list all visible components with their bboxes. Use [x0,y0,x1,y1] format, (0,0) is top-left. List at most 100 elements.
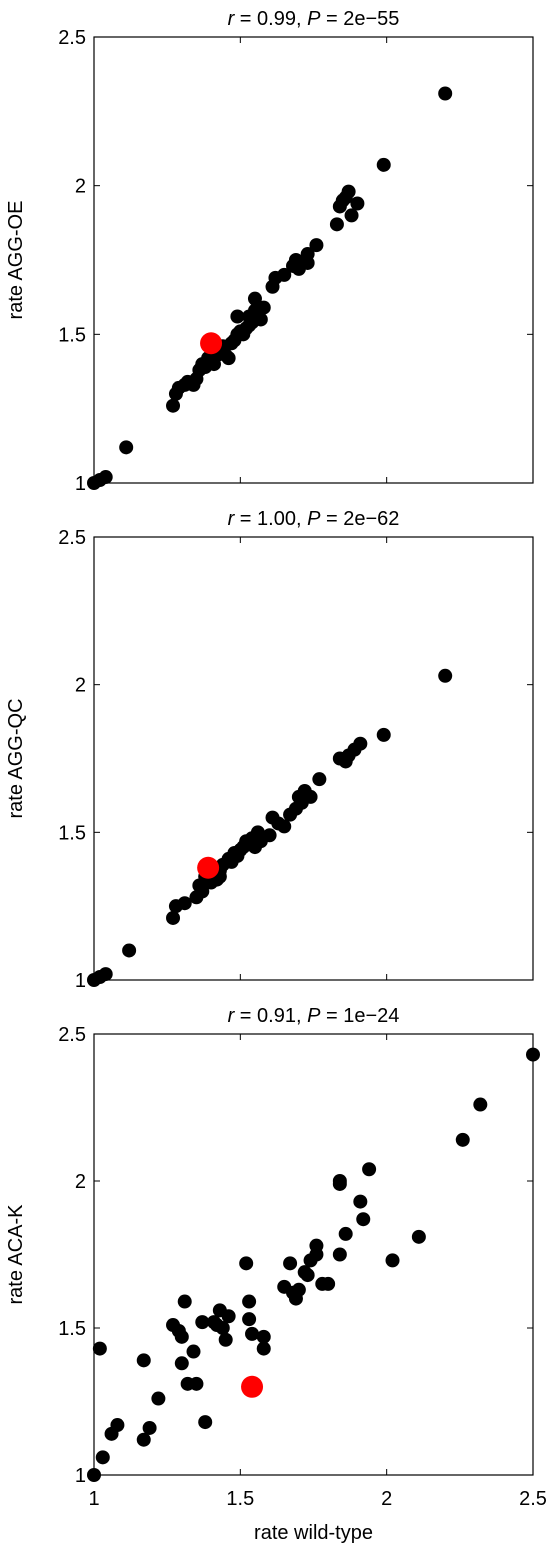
data-point [166,910,181,925]
data-point [309,1238,324,1253]
data-point [411,1229,426,1244]
data-point [300,247,315,262]
data-point [174,1356,189,1371]
scatter-panel-2: 1 1.5 2 2.5 r = 1.00, P = 2e−62 rate AGG-QC [5,508,534,992]
y-tick-label: 1 [75,1465,86,1487]
data-point [195,884,210,899]
highlight-point [197,856,220,879]
y-tick-label: 2 [75,675,86,697]
data-point [253,312,268,327]
plot-frame [93,536,534,981]
data-point [341,184,356,199]
data-point [242,309,257,324]
data-point [92,1341,107,1356]
y-tick-label: 1.5 [58,822,86,844]
data-point [350,196,365,211]
data-point [376,727,391,742]
data-point [329,217,344,232]
data-point [277,819,292,834]
data-point [473,1097,488,1112]
y-tick-label: 1.5 [58,324,86,346]
y-tick-label: 1 [75,970,86,992]
data-point [262,828,277,843]
data-point [215,1321,230,1335]
data-point [218,1332,233,1347]
data-point [142,1420,157,1435]
x-tick-label: 2 [381,1488,392,1510]
data-point [177,896,192,911]
data-point [136,1353,151,1368]
panel-title: r = 0.99, P = 2e−55 [228,8,400,30]
data-point [353,736,368,751]
data-point [174,1329,189,1344]
y-axis-label: rate ACA-K [5,1204,27,1305]
data-point [221,351,236,366]
y-axis-label: rate AGG-QC [5,698,27,818]
data-point [344,208,359,223]
data-point [166,398,181,413]
data-point [95,1450,110,1465]
x-axis-label: rate wild-type [254,1522,373,1544]
data-point [312,772,327,787]
data-point [177,1294,192,1309]
data-point [438,668,453,683]
data-point [256,1329,271,1344]
highlight-point [200,332,223,355]
data-point [291,1282,306,1297]
data-point [87,1468,101,1482]
y-axis-label: rate AGG-OE [5,201,27,320]
data-point [283,1256,298,1271]
data-point [332,1176,347,1191]
data-point [242,1312,257,1327]
data-point [98,470,113,485]
data-point [189,1376,204,1391]
plot-frame [93,1033,534,1476]
data-point [321,1276,336,1291]
data-point [309,238,324,253]
y-tick-label: 2 [75,1171,86,1193]
y-tick-label: 1 [75,473,86,495]
data-point [277,267,292,282]
data-point [198,1415,213,1430]
panel-title: r = 0.91, P = 1e−24 [228,1005,400,1027]
y-tick-label: 2 [75,176,86,198]
data-point [362,1162,377,1177]
plot-frame [93,36,534,484]
data-point [376,157,391,172]
data-point [186,1344,201,1359]
data-point [256,300,271,315]
data-point [332,1247,347,1262]
data-point [256,1341,271,1356]
data-point [230,309,245,324]
data-point [239,1256,254,1271]
data-point [245,1326,260,1341]
data-point [303,789,318,804]
data-point [300,1268,315,1283]
y-tick-label: 2.5 [58,27,86,49]
data-point [438,86,453,101]
data-point [385,1253,400,1268]
x-tick-label: 2.5 [519,1488,547,1510]
data-point [455,1132,470,1147]
x-tick-label: 1 [88,1488,99,1510]
data-point [242,1294,257,1309]
data-point [221,1309,236,1324]
data-point [119,440,134,455]
panel-title: r = 1.00, P = 2e−62 [228,508,400,530]
data-point [247,291,262,306]
scatter-panel-3: 1 1.5 2 2.5 1 1.5 2 2.5 r = 0.91, P = 1e−24 rate … [5,1005,547,1544]
scatter-panel-1: 1 1.5 2 2.5 r = 0.99, P = 2e−55 rate AGG-OE [5,8,534,495]
data-point [110,1418,125,1433]
y-tick-label: 1.5 [58,1318,86,1340]
data-point [195,1315,210,1330]
highlight-point [241,1375,264,1398]
data-point [353,1194,368,1209]
data-point [136,1432,151,1447]
data-point [98,967,113,982]
data-point [526,1047,540,1062]
data-point [356,1212,371,1227]
data-point [338,1226,353,1241]
y-tick-label: 2.5 [58,1024,86,1046]
x-tick-label: 1.5 [226,1488,254,1510]
